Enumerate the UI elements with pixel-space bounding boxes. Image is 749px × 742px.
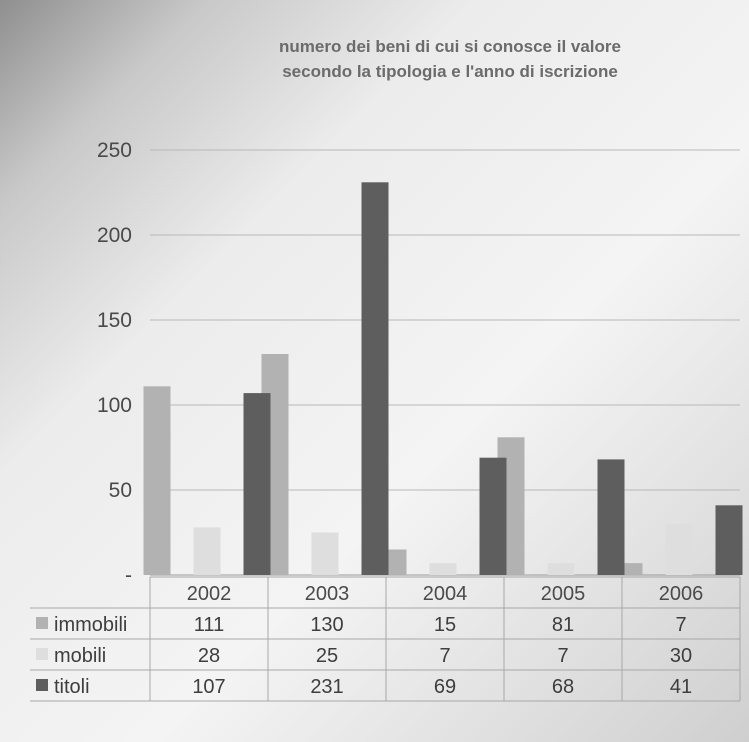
table-cell-immobili-2003: 130	[310, 614, 343, 636]
table-cell-immobili-2004: 15	[434, 614, 456, 636]
category-label-2005: 2005	[541, 583, 586, 605]
category-label-2004: 2004	[423, 583, 468, 605]
y-tick-label-3: 150	[97, 309, 132, 332]
legend-key-mobili	[36, 648, 48, 660]
legend-key-titoli	[36, 679, 48, 691]
bar-mobili-2005	[547, 563, 575, 575]
bar-titoli-2002	[243, 393, 271, 575]
table-cell-mobili-2005: 7	[557, 645, 568, 667]
table-cell-titoli-2005: 68	[552, 676, 574, 698]
chart-title: numero dei beni di cui si conosce il val…	[170, 34, 730, 84]
y-tick-label-2: 100	[97, 394, 132, 417]
bar-mobili-2004	[429, 563, 457, 575]
table-cell-mobili-2006: 30	[670, 645, 692, 667]
bar-titoli-2005	[597, 459, 625, 575]
table-cell-mobili-2002: 28	[198, 645, 220, 667]
bar-mobili-2006	[665, 524, 693, 575]
table-cell-mobili-2004: 7	[439, 645, 450, 667]
bar-mobili-2002	[193, 527, 221, 575]
series-label-titoli: titoli	[54, 676, 90, 698]
table-cell-titoli-2004: 69	[434, 676, 456, 698]
table-cell-immobili-2002: 111	[194, 614, 224, 636]
legend-key-immobili	[36, 617, 48, 629]
table-cell-mobili-2003: 25	[316, 645, 338, 667]
series-label-immobili: immobili	[54, 614, 127, 636]
chart-title-line-1: numero dei beni di cui si conosce il val…	[279, 37, 621, 56]
table-cell-immobili-2005: 81	[552, 614, 574, 636]
table-cell-titoli-2006: 41	[670, 676, 692, 698]
series-label-mobili: mobili	[54, 645, 106, 667]
bar-immobili-2002	[143, 386, 171, 575]
table-cell-titoli-2002: 107	[192, 676, 225, 698]
y-tick-label-4: 200	[97, 224, 132, 247]
category-label-2002: 2002	[187, 583, 232, 605]
chart-title-line-2: secondo la tipologia e l'anno di iscrizi…	[282, 62, 618, 81]
bar-mobili-2003	[311, 532, 339, 575]
bar-titoli-2006	[715, 505, 743, 575]
category-label-2006: 2006	[659, 583, 704, 605]
table-cell-titoli-2003: 231	[310, 676, 343, 698]
y-tick-label-1: 50	[109, 479, 132, 502]
category-label-2003: 2003	[305, 583, 350, 605]
y-tick-label-5: 250	[97, 139, 132, 162]
bar-immobili-2006	[615, 563, 643, 575]
bar-titoli-2003	[361, 182, 389, 576]
table-cell-immobili-2006: 7	[675, 614, 686, 636]
bar-titoli-2004	[479, 457, 507, 575]
y-tick-label-0: -	[125, 564, 132, 587]
